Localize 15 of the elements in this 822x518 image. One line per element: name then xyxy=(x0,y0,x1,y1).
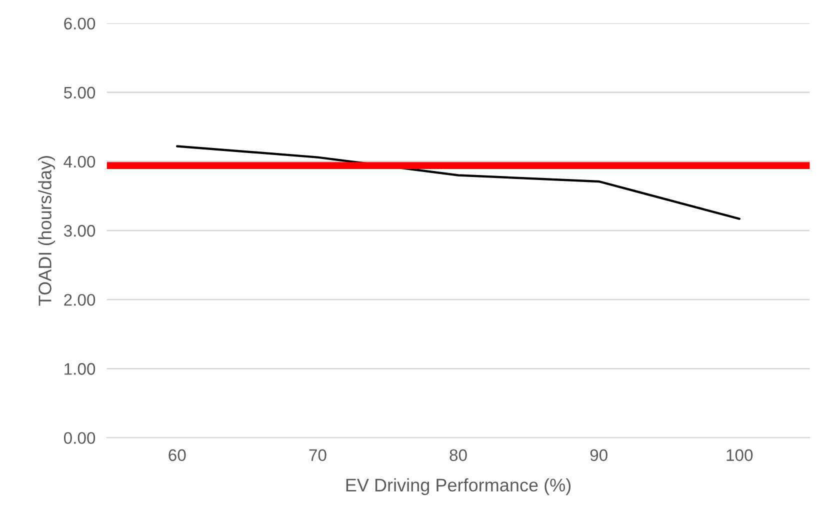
x-tick-label: 70 xyxy=(309,449,326,462)
x-tick-label: 90 xyxy=(590,449,608,462)
y-tick-label: 2.00 xyxy=(64,294,96,306)
y-tick-label: 6.00 xyxy=(64,18,96,30)
y-tick-label: 5.00 xyxy=(64,86,96,99)
y-tick-label: 0.00 xyxy=(64,432,96,444)
x-axis-title: EV Driving Performance (%) xyxy=(346,478,571,496)
x-tick-label: 60 xyxy=(168,449,186,462)
x-tick-label: 100 xyxy=(726,449,753,462)
x-tick-label: 80 xyxy=(450,449,467,462)
y-tick-label: 4.00 xyxy=(64,156,96,168)
y-tick-label: 3.00 xyxy=(64,224,96,237)
line-series xyxy=(176,145,740,220)
y-tick-label: 1.00 xyxy=(64,363,96,375)
y-axis-title: TOADI (hours/day) xyxy=(38,156,55,306)
